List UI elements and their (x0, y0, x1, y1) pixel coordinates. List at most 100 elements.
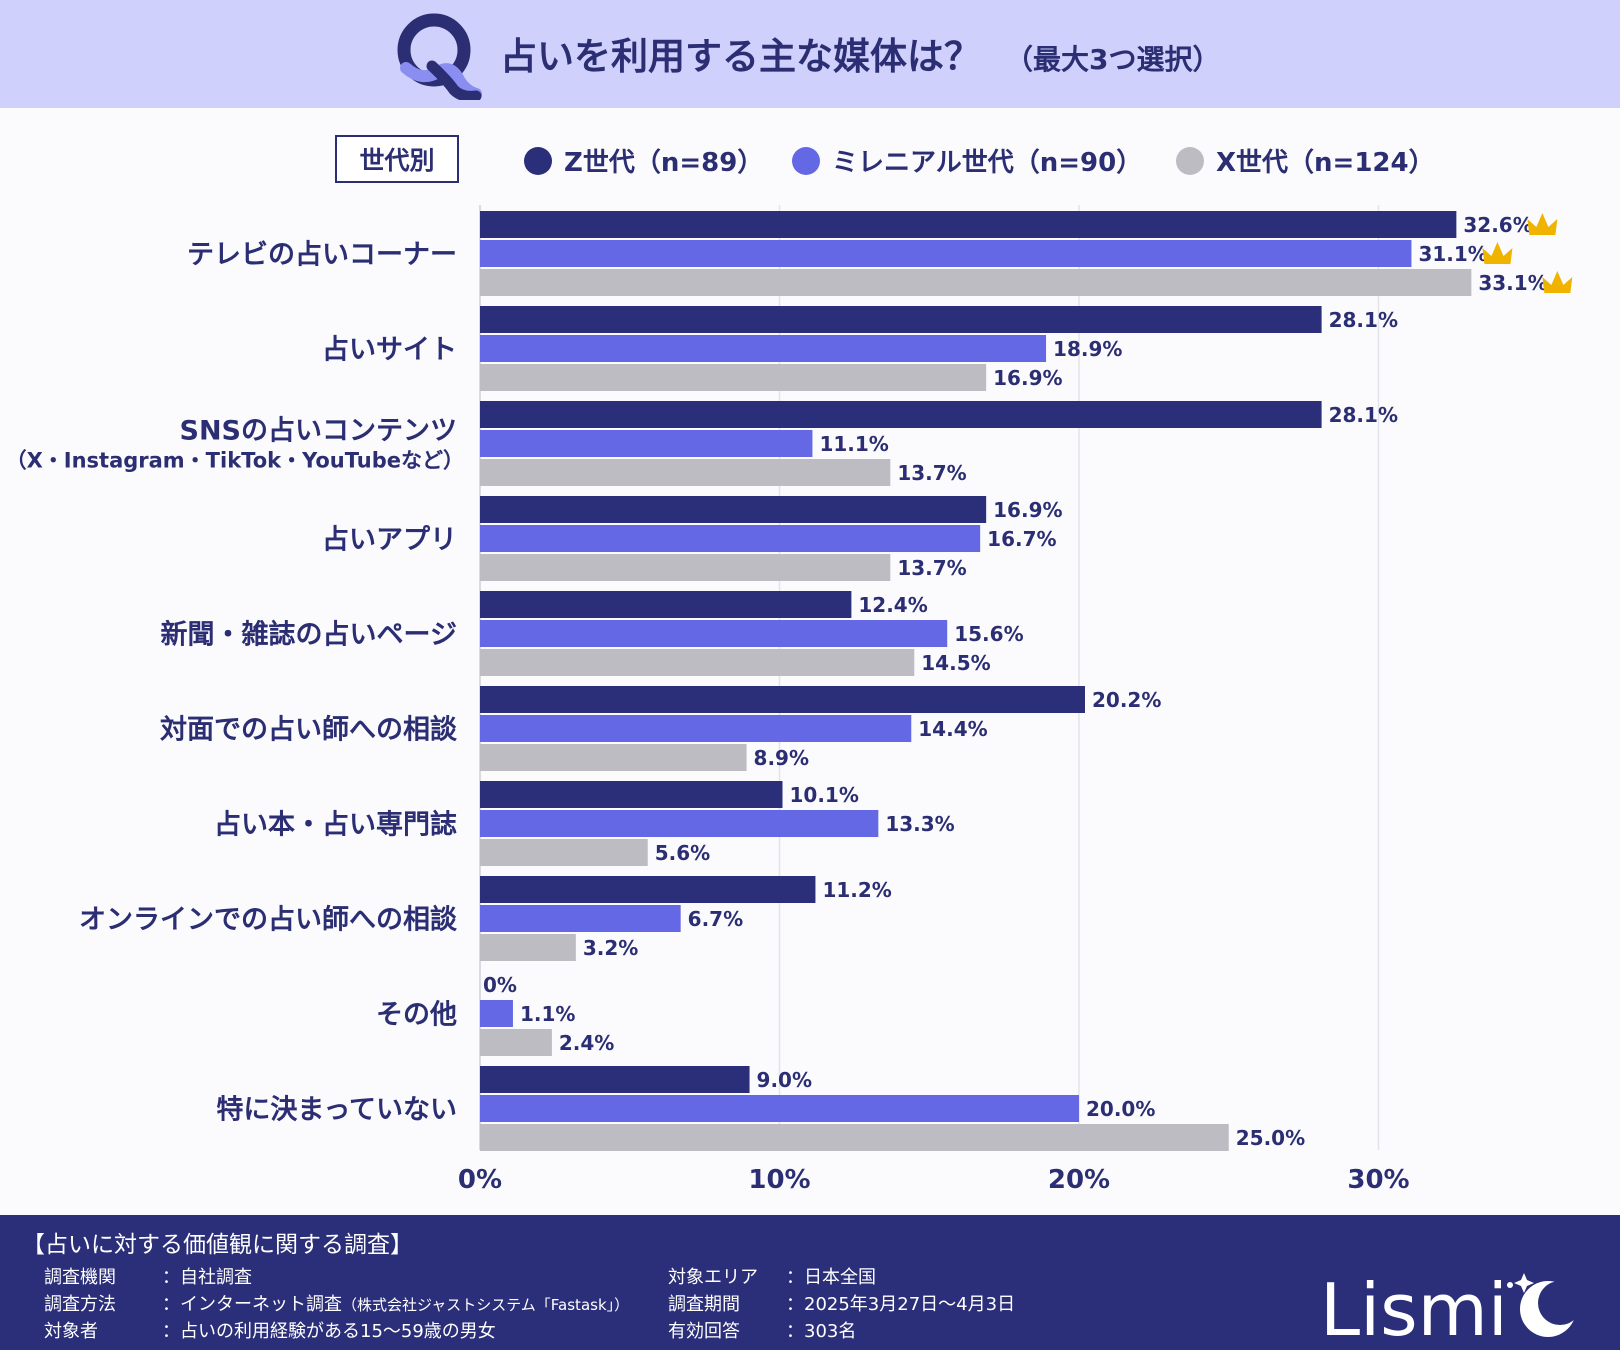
meta-key: 調査期間 (668, 1294, 740, 1315)
bar (480, 934, 576, 961)
data-label: 18.9% (1053, 337, 1122, 361)
title-text: 占いを利用する主な媒体は？ (500, 35, 981, 78)
logo-text: Lismi (1320, 1268, 1508, 1347)
footer-panel: 【占いに対する価値観に関する調査】 調査機関 ：自社調査 調査方法 ：インターネット… (0, 1215, 1620, 1350)
data-label: 25.0% (1236, 1126, 1305, 1150)
legend-label: Z世代（n=89） (564, 148, 764, 178)
data-label: 31.1% (1418, 242, 1487, 266)
bar (480, 1029, 552, 1056)
page-title: 占いを利用する主な媒体は？ （最大3つ選択） (500, 26, 1220, 80)
x-tick-label: 20% (1048, 1165, 1110, 1195)
bar (480, 1124, 1229, 1151)
data-label: 2.4% (559, 1031, 614, 1055)
data-label: 13.7% (897, 556, 966, 580)
bar (480, 211, 1457, 238)
title-note: （最大3つ選択） (1005, 43, 1221, 76)
meta-key: 有効回答 (668, 1321, 740, 1342)
bar (480, 306, 1322, 333)
bar (480, 839, 648, 866)
bar (480, 715, 912, 742)
generation-group-label: 世代別 (335, 135, 459, 183)
bar (480, 335, 1047, 362)
data-label: 5.6% (655, 841, 710, 865)
crown-icon (1527, 213, 1558, 235)
bar-chart: 0% 10% 20% 30% テレビの占いコーナー 32.6% 31.1% 33.1% 占いサイ… (6, 205, 1573, 1195)
legend-item-gen-z: Z世代（n=89） (524, 142, 763, 179)
bar (480, 810, 879, 837)
header-banner: 占いを利用する主な媒体は？ （最大3つ選択） (0, 0, 1620, 108)
legend-dot-icon (524, 146, 552, 175)
data-label: 20.2% (1092, 688, 1161, 712)
category-label: SNSの占いコンテンツ (180, 416, 458, 447)
data-label: 28.1% (1329, 403, 1398, 427)
bar (480, 744, 747, 771)
data-label: 11.2% (822, 878, 891, 902)
category-label: 対面での占い師への相談 (160, 714, 458, 746)
bar (480, 781, 783, 808)
meta-row: 有効回答 ：303名 (668, 1317, 856, 1343)
bar (480, 686, 1085, 713)
meta-note: （株式会社ジャストシステム「Fastask」） (342, 1296, 630, 1314)
data-label: 14.5% (921, 651, 990, 675)
bar (480, 364, 987, 391)
data-label: 8.9% (754, 746, 809, 770)
meta-value: ：占いの利用経験がある15～59歳の男女 (162, 1321, 496, 1342)
data-label: 32.6% (1463, 213, 1532, 237)
legend-label: X世代（n=124） (1216, 148, 1435, 178)
data-label: 6.7% (688, 907, 743, 931)
meta-row: 調査機関 ：自社調査 (44, 1263, 252, 1289)
meta-key: 調査機関 (44, 1267, 116, 1288)
bar (480, 1066, 750, 1093)
bar (480, 269, 1472, 296)
meta-value: ：日本全国 (786, 1267, 876, 1288)
meta-key: 調査方法 (44, 1294, 116, 1315)
data-label: 0% (483, 973, 517, 997)
crown-icon (1542, 271, 1573, 293)
data-label: 10.1% (789, 783, 858, 807)
legend-item-gen-x: X世代（n=124） (1176, 142, 1435, 179)
category-label: 占い本・占い専門誌 (214, 809, 457, 841)
meta-row: 調査期間 ：2025年3月27日～4月3日 (668, 1290, 1015, 1316)
legend-dot-icon (792, 146, 820, 175)
data-label: 3.2% (583, 936, 638, 960)
bar (480, 876, 816, 903)
meta-value: ：インターネット調査 (162, 1294, 342, 1315)
meta-value: ：自社調査 (162, 1267, 252, 1288)
data-label: 16.9% (993, 498, 1062, 522)
x-tick-label: 10% (748, 1165, 810, 1195)
q-letter-icon (397, 13, 482, 100)
data-label: 11.1% (819, 432, 888, 456)
meta-row: 調査方法 ：インターネット調査（株式会社ジャストシステム「Fastask」） (44, 1290, 629, 1316)
sparkle-icon (1514, 1273, 1534, 1293)
category-label: 新聞・雑誌の占いページ (161, 619, 457, 651)
data-label: 13.3% (885, 812, 954, 836)
bar (480, 1095, 1079, 1122)
meta-key: 対象エリア (668, 1267, 758, 1288)
data-label: 14.4% (918, 717, 987, 741)
category-label: テレビの占いコーナー (187, 240, 457, 271)
category-label: その他 (376, 1000, 457, 1031)
bar (480, 1000, 513, 1027)
legend-label: ミレニアル世代（n=90） (832, 148, 1143, 178)
bar (480, 591, 852, 618)
data-label: 28.1% (1329, 308, 1398, 332)
data-label: 16.7% (987, 527, 1056, 551)
bar (480, 649, 915, 676)
bar (480, 620, 948, 647)
x-tick-label: 0% (458, 1165, 502, 1195)
data-label: 1.1% (520, 1002, 575, 1026)
meta-value: ：303名 (786, 1321, 857, 1342)
data-label: 12.4% (858, 593, 927, 617)
legend-dot-icon (1176, 146, 1204, 175)
bar (480, 430, 813, 457)
data-label: 20.0% (1086, 1097, 1155, 1121)
category-label: 特に決まっていない (216, 1095, 457, 1126)
bar (480, 459, 891, 486)
data-label: 33.1% (1478, 271, 1547, 295)
bar (480, 240, 1412, 267)
bar (480, 905, 681, 932)
bar (480, 496, 987, 523)
crown-icon (1482, 242, 1513, 264)
x-tick-label: 30% (1347, 1165, 1409, 1195)
data-label: 9.0% (757, 1068, 812, 1092)
